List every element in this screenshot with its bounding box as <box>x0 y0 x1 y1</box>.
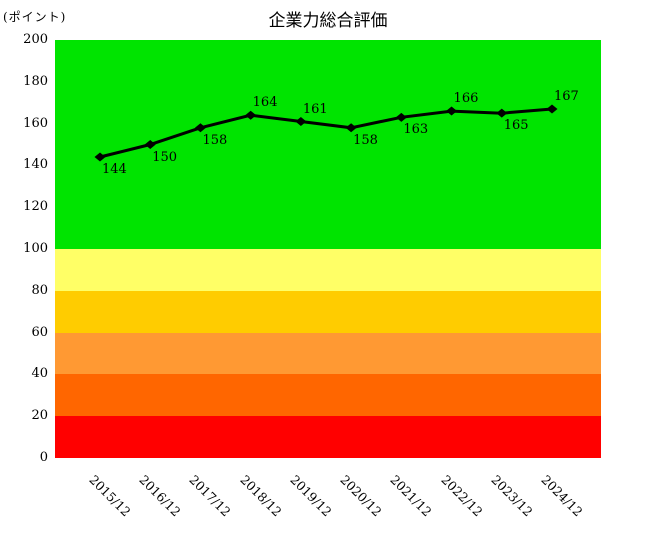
data-point-label: 150 <box>152 149 178 165</box>
x-tick-label: 2016/12 <box>136 472 184 520</box>
data-point-label: 163 <box>403 122 429 138</box>
x-tick-label: 2020/12 <box>337 472 385 520</box>
data-point-label: 164 <box>252 95 278 111</box>
chart-title: 企業力総合評価 <box>268 11 388 31</box>
x-tick-label: 2023/12 <box>488 472 536 520</box>
score-band <box>55 290 601 333</box>
data-point-label: 144 <box>102 162 127 178</box>
x-tick-label: 2017/12 <box>186 472 235 520</box>
score-band <box>55 249 601 291</box>
y-tick-label: 60 <box>31 324 48 340</box>
data-point-marker <box>395 112 407 122</box>
y-tick-label: 100 <box>23 241 48 256</box>
y-tick-label: 140 <box>23 157 48 173</box>
y-tick-label: 200 <box>23 32 48 47</box>
series-svg <box>94 104 558 162</box>
score-band <box>55 374 601 417</box>
x-tick-label: 2019/12 <box>287 472 335 520</box>
y-axis-unit-label: (ポイント) <box>3 10 67 24</box>
data-point-label: 158 <box>202 132 228 148</box>
y-tick-label: 40 <box>31 366 48 382</box>
data-point-marker <box>446 106 458 116</box>
y-tick-label: 0 <box>39 450 48 465</box>
data-point-marker <box>245 110 257 120</box>
data-point-label: 165 <box>503 118 529 134</box>
x-tick-label: 2018/12 <box>237 472 285 520</box>
plot-area: 144 150 158 164 161 158 163 166 165 167 <box>55 40 601 458</box>
y-tick-label: 80 <box>31 282 48 298</box>
data-point-label: 161 <box>302 101 328 117</box>
score-band <box>55 416 601 458</box>
y-tick-label: 120 <box>23 199 48 215</box>
series-line <box>99 107 553 159</box>
data-point-label: 167 <box>554 88 579 104</box>
data-point-label: 158 <box>353 132 378 148</box>
data-point-marker <box>345 123 357 133</box>
x-tick-label: 2024/12 <box>538 472 586 520</box>
x-tick-label: 2022/12 <box>437 472 486 520</box>
data-point-marker <box>496 108 508 118</box>
y-tick-label: 160 <box>23 115 48 131</box>
x-tick-label: 2021/12 <box>387 472 436 520</box>
data-point-marker <box>194 123 206 133</box>
y-tick-label: 180 <box>23 73 48 89</box>
y-tick-label: 20 <box>31 408 48 424</box>
score-band <box>55 332 601 375</box>
data-point-marker <box>295 117 307 127</box>
data-point-marker <box>144 140 156 149</box>
data-point-label: 166 <box>453 91 479 107</box>
data-point-marker <box>94 152 106 162</box>
x-tick-label: 2015/12 <box>86 472 134 520</box>
data-point-marker <box>546 104 558 114</box>
